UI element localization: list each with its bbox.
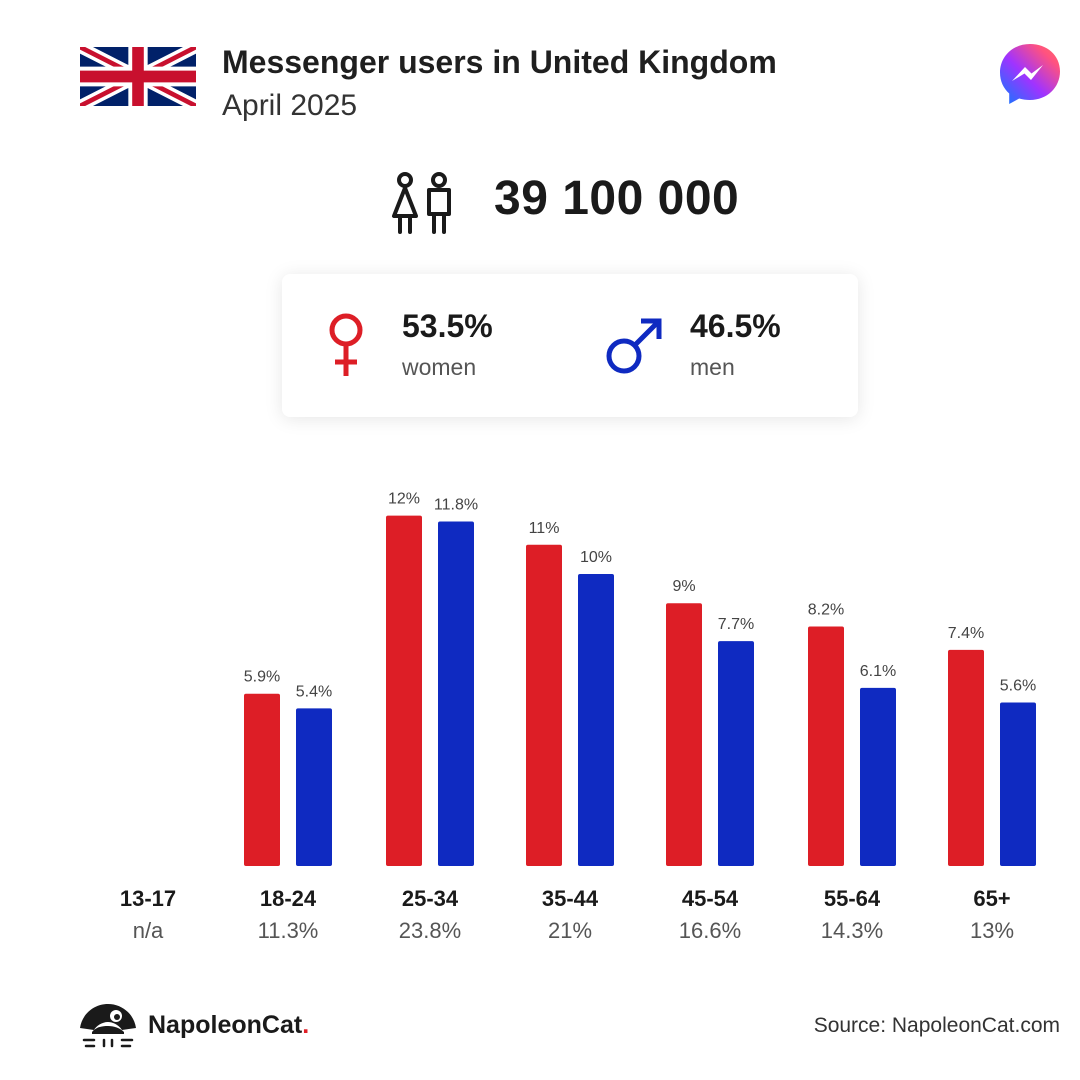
women-share: 53.5% — [402, 308, 493, 344]
data-label-men-35-44: 10% — [580, 549, 612, 566]
bar-men-55-64 — [860, 687, 896, 866]
age-group-share: 16.6% — [679, 918, 741, 943]
bar-men-35-44 — [578, 574, 614, 866]
data-label-women-18-24: 5.9% — [244, 669, 280, 686]
bar-women-25-34 — [386, 515, 422, 866]
age-group-label: 25-34 — [402, 886, 459, 911]
data-label-men-65+: 5.6% — [1000, 677, 1036, 694]
data-label-men-25-34: 11.8% — [434, 496, 478, 513]
female-symbol-icon — [329, 313, 363, 376]
bar-women-55-64 — [808, 626, 844, 866]
women-label: women — [402, 354, 477, 380]
bar-women-45-54 — [666, 603, 702, 866]
page-subtitle: April 2025 — [222, 89, 358, 122]
age-group-label: 13-17 — [120, 886, 176, 911]
age-group-label: 55-64 — [824, 886, 881, 911]
messenger-logo-icon — [1000, 44, 1060, 104]
data-label-men-45-54: 7.7% — [718, 616, 754, 633]
uk-flag-icon — [80, 47, 196, 106]
age-group-label: 65+ — [973, 886, 1010, 911]
data-label-women-35-44: 11% — [529, 520, 560, 537]
age-group-share: 23.8% — [399, 918, 461, 943]
napoleoncat-logo-icon — [80, 1004, 136, 1048]
page-title: Messenger users in United Kingdom — [222, 44, 777, 80]
age-group-share: n/a — [133, 918, 164, 943]
age-group-label: 18-24 — [260, 886, 317, 911]
brand-name: NapoleonCat. — [148, 1011, 310, 1039]
total-users: 39 100 000 — [494, 172, 740, 225]
data-label-women-45-54: 9% — [672, 578, 695, 595]
data-label-women-25-34: 12% — [388, 491, 420, 508]
age-group-label: 45-54 — [682, 886, 739, 911]
data-label-men-55-64: 6.1% — [860, 663, 896, 680]
bar-men-18-24 — [296, 708, 332, 866]
men-label: men — [690, 354, 735, 380]
data-label-women-55-64: 8.2% — [808, 602, 844, 619]
age-group-share: 11.3% — [258, 918, 319, 943]
bar-women-18-24 — [244, 693, 280, 866]
bar-women-35-44 — [526, 544, 562, 866]
source-credit: Source: NapoleonCat.com — [813, 1014, 1060, 1037]
men-share: 46.5% — [690, 308, 781, 344]
bar-men-25-34 — [438, 521, 474, 866]
age-group-share: 13% — [970, 918, 1014, 943]
gender-card: 53.5% women 46.5% men — [282, 274, 858, 417]
data-label-men-18-24: 5.4% — [296, 683, 332, 700]
data-label-women-65+: 7.4% — [948, 625, 984, 642]
bar-women-65+ — [948, 649, 984, 866]
age-group-share: 21% — [548, 918, 592, 943]
age-group-share: 14.3% — [821, 918, 883, 943]
people-icon — [392, 172, 451, 234]
bar-men-45-54 — [718, 641, 754, 866]
male-symbol-icon — [606, 318, 662, 374]
bar-men-65+ — [1000, 702, 1036, 866]
age-group-label: 35-44 — [542, 886, 599, 911]
